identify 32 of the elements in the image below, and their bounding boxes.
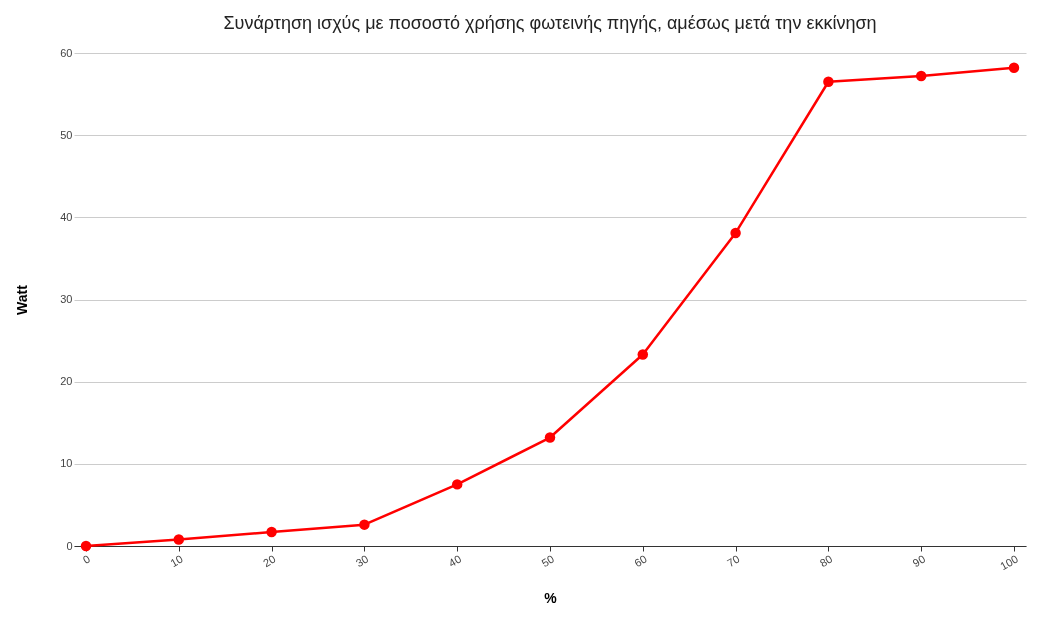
- chart-title: Συνάρτηση ισχύς με ποσοστό χρήσης φωτεινής πηγής, αμέσως μετά την εκκίνηση: [223, 13, 877, 33]
- x-tick-label: 40: [446, 552, 464, 570]
- point: [823, 76, 834, 87]
- x-tick-label: 100: [998, 552, 1020, 573]
- x-tick-label: 80: [817, 552, 835, 570]
- point: [451, 479, 463, 490]
- x-tick-label: 90: [910, 552, 928, 570]
- point: [915, 70, 927, 82]
- x-tick-label: 70: [724, 552, 742, 570]
- y-tick-label: 20: [60, 375, 73, 388]
- x-tick-label: 20: [260, 552, 278, 570]
- x-axis-title: %: [544, 590, 558, 607]
- y-tick-label: 60: [60, 46, 73, 59]
- point: [1008, 62, 1020, 74]
- y-axis-title: Watt: [14, 284, 31, 315]
- point: [637, 349, 649, 360]
- y-tick-label: 0: [66, 539, 73, 552]
- point: [80, 540, 92, 552]
- point: [359, 519, 370, 530]
- point: [266, 526, 277, 538]
- x-tick-label: 30: [353, 552, 371, 570]
- x-tick-label: 60: [632, 552, 649, 570]
- x-tick-label: 10: [168, 552, 185, 570]
- y-tick-label: 50: [60, 128, 73, 141]
- x-tick-label: 50: [539, 552, 556, 570]
- point: [730, 227, 741, 239]
- point: [173, 534, 185, 545]
- y-tick-label: 10: [60, 457, 73, 470]
- point: [544, 432, 556, 443]
- x-tick-label: 0: [80, 552, 92, 567]
- y-tick-label: 30: [60, 293, 73, 305]
- y-tick-label: 40: [60, 210, 73, 223]
